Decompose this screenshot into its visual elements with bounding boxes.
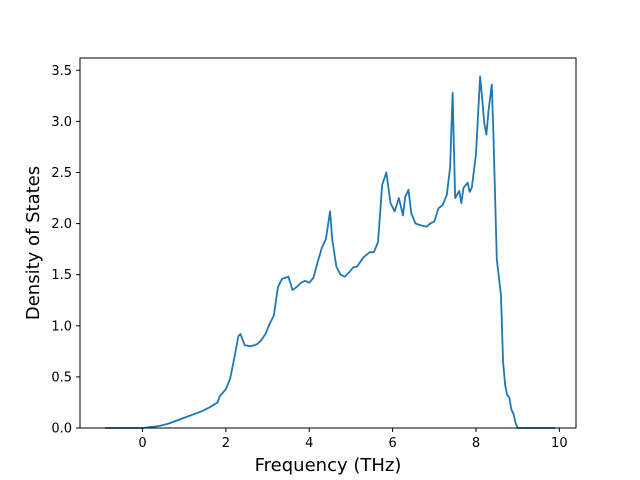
y-tick-label: 2.5 <box>51 166 72 181</box>
y-tick-label: 3.5 <box>51 64 72 79</box>
y-tick-label: 1.0 <box>51 319 72 334</box>
y-tick-label: 1.5 <box>51 268 72 283</box>
plot-area <box>80 58 576 428</box>
y-axis-label: Density of States <box>23 166 44 320</box>
x-tick-label: 6 <box>388 436 396 451</box>
x-tick-label: 2 <box>222 436 230 451</box>
y-tick-label: 0.0 <box>51 422 72 437</box>
x-tick-label: 4 <box>305 436 313 451</box>
series-line-0 <box>105 75 556 429</box>
x-axis-label: Frequency (THz) <box>255 455 402 476</box>
plot-frame <box>79 57 577 429</box>
y-tick-label: 2.0 <box>51 217 72 232</box>
x-tick-label: 10 <box>551 436 568 451</box>
x-tick-label: 8 <box>472 436 480 451</box>
x-axis-ticks: 0 2 4 6 8 10 <box>138 428 568 451</box>
x-tick-label: 0 <box>138 436 146 451</box>
y-tick-label: 3.0 <box>51 115 72 130</box>
y-tick-label: 0.5 <box>51 370 72 385</box>
y-axis-ticks: 0.0 0.5 1.0 1.5 2.0 2.5 3.0 3.5 <box>51 64 80 437</box>
series-layer <box>105 75 556 429</box>
